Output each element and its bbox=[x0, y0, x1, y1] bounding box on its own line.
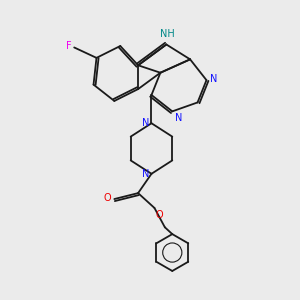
Text: N: N bbox=[210, 74, 218, 84]
Text: N: N bbox=[142, 118, 149, 128]
Text: NH: NH bbox=[160, 29, 175, 39]
Text: N: N bbox=[175, 113, 183, 123]
Text: N: N bbox=[142, 169, 149, 179]
Text: O: O bbox=[156, 210, 164, 220]
Text: F: F bbox=[66, 41, 71, 51]
Text: O: O bbox=[104, 194, 111, 203]
